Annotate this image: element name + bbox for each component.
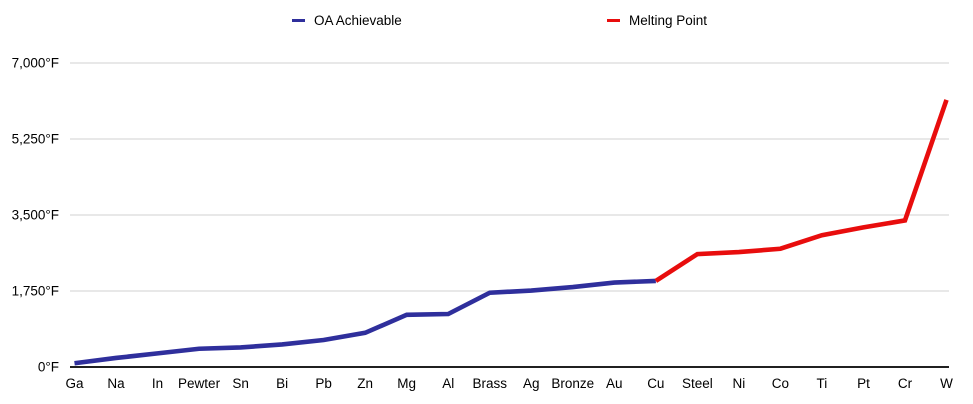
x-tick-label: Pewter — [178, 376, 221, 391]
x-tick-label: Ni — [733, 376, 746, 391]
x-tick-label: Cu — [647, 376, 664, 391]
series-line-oa-achievable — [74, 278, 656, 366]
x-tick-label: Mg — [397, 376, 416, 391]
legend-label-melting-point: Melting Point — [629, 13, 708, 28]
x-tick-label: Steel — [682, 376, 713, 391]
legend-label-oa-achievable: OA Achievable — [314, 13, 402, 28]
series-line-melting-point — [654, 99, 949, 283]
x-tick-label: Zn — [357, 376, 373, 391]
x-tick-label: Au — [606, 376, 623, 391]
x-tick-label: Al — [442, 376, 454, 391]
y-tick-label: 5,250°F — [12, 132, 59, 147]
legend-swatch-melting-point-icon — [607, 19, 620, 22]
x-tick-label: Brass — [472, 376, 507, 391]
y-tick-label: 1,750°F — [12, 284, 59, 299]
y-tick-label: 7,000°F — [12, 56, 59, 71]
legend-item-melting-point[interactable]: Melting Point — [607, 13, 707, 28]
x-tick-label: In — [152, 376, 163, 391]
y-tick-label: 3,500°F — [12, 208, 59, 223]
x-tick-label: Bronze — [551, 376, 594, 391]
legend-swatch-oa-achievable-icon — [292, 19, 305, 22]
x-tick-label: Ti — [817, 376, 828, 391]
x-tick-label: Ag — [523, 376, 540, 391]
y-tick-label: 0°F — [38, 360, 59, 375]
x-tick-label: Co — [772, 376, 789, 391]
x-tick-label: Pb — [315, 376, 332, 391]
legend-item-oa-achievable[interactable]: OA Achievable — [292, 13, 402, 28]
x-tick-label: Sn — [232, 376, 249, 391]
x-tick-label: Cr — [898, 376, 913, 391]
x-tick-label: Bi — [276, 376, 288, 391]
x-tick-label: Ga — [65, 376, 84, 391]
x-tick-label: W — [940, 376, 953, 391]
x-tick-label: Na — [107, 376, 125, 391]
x-tick-label: Pt — [857, 376, 870, 391]
